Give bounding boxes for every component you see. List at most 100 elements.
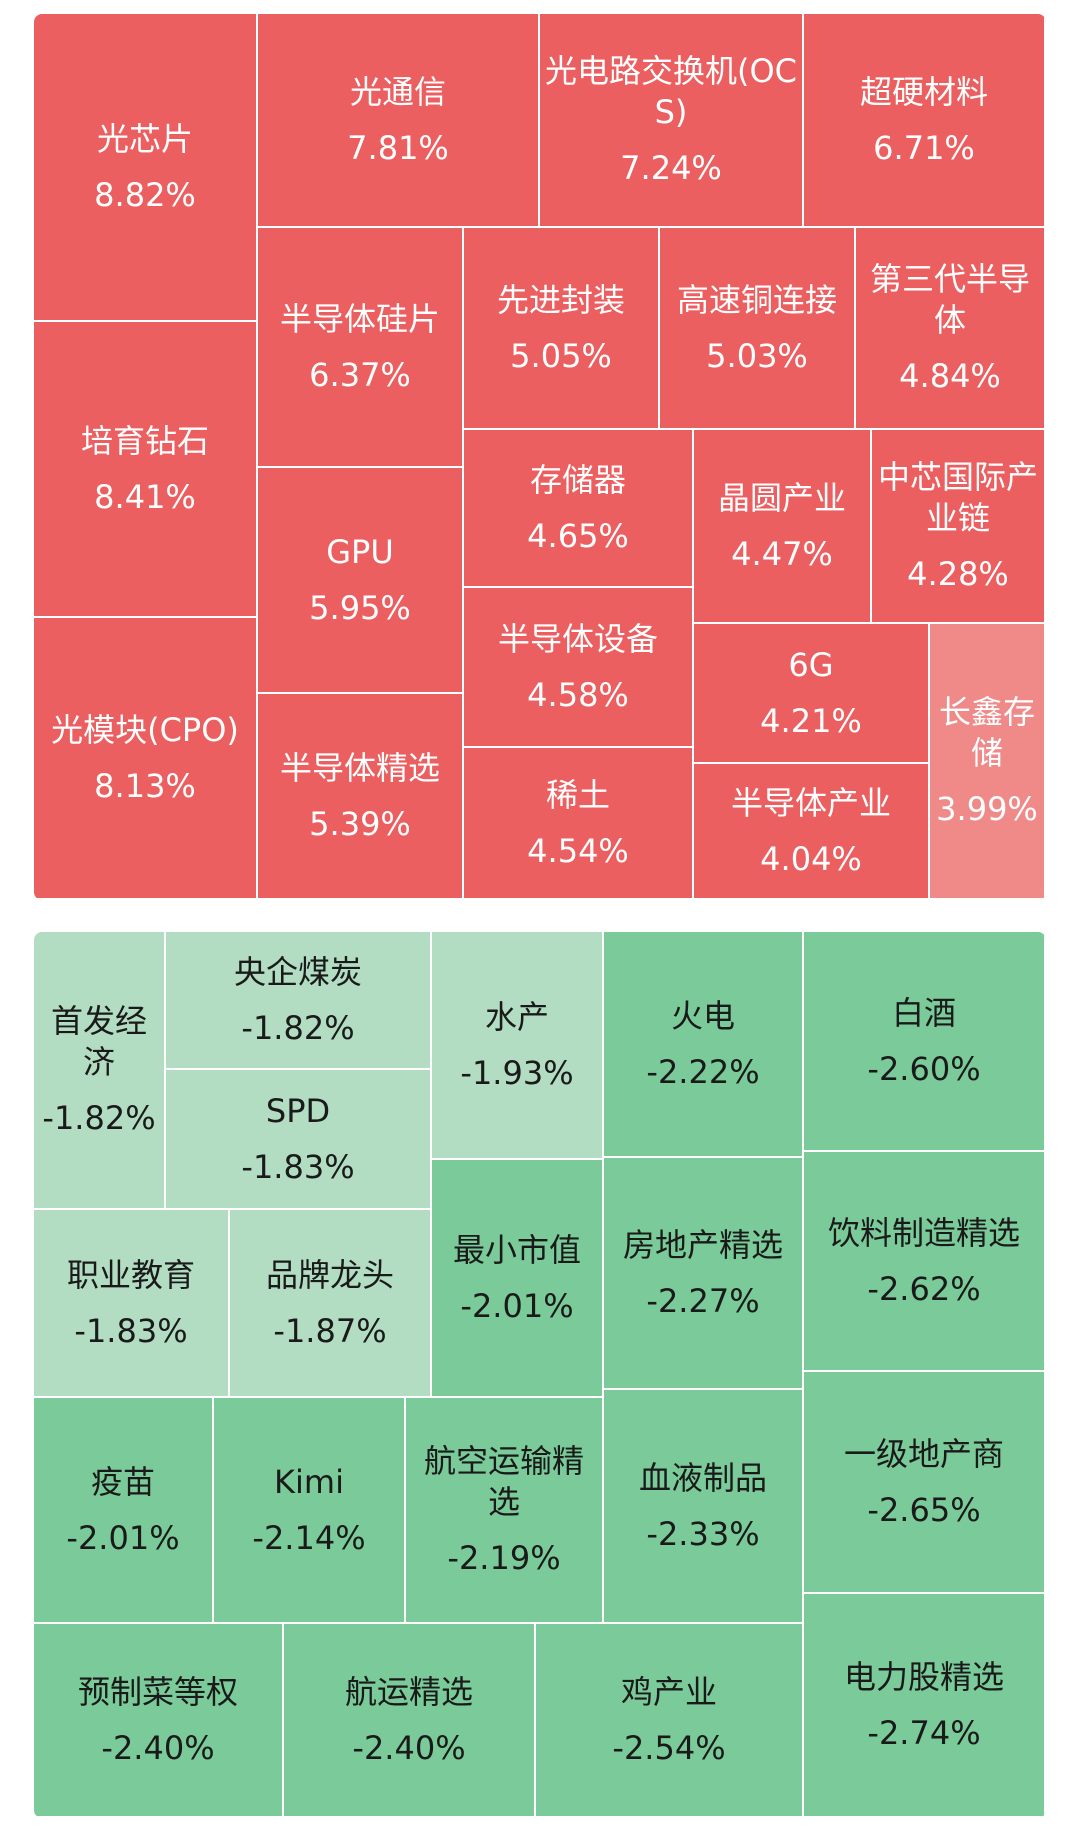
sector-tile[interactable]: Kimi -2.14% — [214, 1398, 406, 1624]
sector-change: 5.39% — [309, 804, 411, 843]
sector-name: Kimi — [274, 1462, 344, 1501]
sector-change: -1.93% — [460, 1053, 574, 1092]
sector-name: 房地产精选 — [622, 1225, 783, 1264]
sector-change: -2.60% — [867, 1049, 981, 1088]
sector-tile[interactable]: 鸡产业 -2.54% — [536, 1624, 804, 1818]
sector-change: -1.83% — [74, 1311, 188, 1350]
sector-tile[interactable]: 品牌龙头 -1.87% — [230, 1210, 432, 1398]
sector-name: 长鑫存储 — [938, 693, 1035, 772]
sector-tile[interactable]: 超硬材料 6.71% — [804, 14, 1046, 228]
sector-tile[interactable]: 最小市值 -2.01% — [432, 1160, 604, 1398]
sector-name: 血液制品 — [638, 1458, 767, 1497]
sector-name: 半导体设备 — [497, 619, 658, 658]
sector-name: 半导体精选 — [279, 748, 440, 787]
sector-tile[interactable]: SPD -1.83% — [166, 1070, 432, 1210]
sector-tile[interactable]: 半导体产业 4.04% — [694, 764, 930, 900]
sector-change: -2.62% — [867, 1269, 981, 1308]
sector-tile[interactable]: 饮料制造精选 -2.62% — [804, 1152, 1046, 1372]
sector-tile[interactable]: 光芯片 8.82% — [34, 14, 258, 322]
sector-tile[interactable]: 光电路交换机(OCS) 7.24% — [540, 14, 804, 228]
sector-tile[interactable]: 稀土 4.54% — [464, 748, 694, 900]
sector-change: 4.58% — [527, 675, 629, 714]
sector-tile[interactable]: 半导体设备 4.58% — [464, 588, 694, 748]
sector-tile[interactable]: 高速铜连接 5.03% — [660, 228, 856, 430]
sector-tile[interactable]: 半导体精选 5.39% — [258, 694, 464, 900]
sector-tile[interactable]: 光模块(CPO) 8.13% — [34, 618, 258, 900]
sector-tile[interactable]: 水产 -1.93% — [432, 932, 604, 1160]
sector-tile[interactable]: 晶圆产业 4.47% — [694, 430, 872, 624]
sector-change: 7.24% — [620, 149, 722, 187]
sector-tile[interactable]: 央企煤炭 -1.82% — [166, 932, 432, 1070]
sector-tile[interactable]: 中芯国际产业链 4.28% — [872, 430, 1046, 624]
sector-tile[interactable]: 血液制品 -2.33% — [604, 1390, 804, 1624]
sector-change: -1.82% — [241, 1008, 355, 1047]
sector-name: 半导体产业 — [730, 783, 891, 822]
sector-name: 首发经济 — [50, 1002, 147, 1081]
sector-tile[interactable]: 6G 4.21% — [694, 624, 930, 764]
sector-change: -2.01% — [460, 1286, 574, 1325]
sector-change: 4.28% — [907, 555, 1009, 593]
sector-name: 火电 — [670, 996, 735, 1035]
sector-name: 培育钻石 — [80, 421, 209, 460]
sector-change: -2.01% — [66, 1518, 180, 1557]
sector-change: -1.83% — [241, 1147, 355, 1186]
sector-change: -1.87% — [273, 1311, 387, 1350]
sector-tile[interactable]: 第三代半导体 4.84% — [856, 228, 1046, 430]
sector-change: 6.71% — [873, 128, 975, 167]
sector-name: 电力股精选 — [843, 1657, 1004, 1696]
sector-tile[interactable]: 职业教育 -1.83% — [34, 1210, 230, 1398]
sector-tile[interactable]: 一级地产商 -2.65% — [804, 1372, 1046, 1594]
sector-change: 5.03% — [706, 336, 808, 375]
sector-name: 央企煤炭 — [233, 952, 362, 991]
sector-name: 先进封装 — [496, 280, 625, 319]
sector-name: 光通信 — [349, 72, 446, 111]
sector-tile[interactable]: 存储器 4.65% — [464, 430, 694, 588]
sector-name: 中芯国际产业链 — [877, 458, 1038, 537]
sector-change: 4.04% — [760, 839, 862, 878]
sector-name: 存储器 — [529, 460, 626, 499]
sector-tile[interactable]: 白酒 -2.60% — [804, 932, 1046, 1152]
sector-name: 光芯片 — [96, 119, 193, 158]
sector-tile[interactable]: 航空运输精选 -2.19% — [406, 1398, 604, 1624]
sector-name: 预制菜等权 — [77, 1672, 238, 1711]
sector-change: 8.13% — [94, 766, 196, 805]
sector-name: 白酒 — [891, 993, 956, 1032]
sector-change: 6.37% — [309, 355, 411, 394]
sector-tile[interactable]: 半导体硅片 6.37% — [258, 228, 464, 468]
sector-change: -2.14% — [252, 1518, 366, 1557]
sector-name: 高速铜连接 — [676, 280, 837, 319]
sector-tile[interactable]: 电力股精选 -2.74% — [804, 1594, 1046, 1818]
sector-name: 一级地产商 — [843, 1434, 1004, 1473]
losers-treemap: 首发经济 -1.82% 央企煤炭 -1.82% SPD -1.83% 职业教育 -1.83% 品… — [34, 932, 1046, 1818]
sector-name: 6G — [788, 645, 834, 684]
sector-tile[interactable]: 先进封装 5.05% — [464, 228, 660, 430]
sector-name: 职业教育 — [66, 1255, 195, 1294]
sector-name: 超硬材料 — [859, 72, 988, 111]
sector-change: 5.95% — [309, 588, 411, 627]
sector-change: -1.82% — [42, 1099, 156, 1137]
sector-tile[interactable]: 首发经济 -1.82% — [34, 932, 166, 1210]
sector-tile[interactable]: 火电 -2.22% — [604, 932, 804, 1158]
sector-tile[interactable]: GPU 5.95% — [258, 468, 464, 694]
sector-change: 3.99% — [936, 790, 1038, 828]
sector-change: -2.65% — [867, 1490, 981, 1529]
sector-tile[interactable]: 光通信 7.81% — [258, 14, 540, 228]
sector-name: 第三代半导体 — [869, 260, 1030, 339]
sector-change: 4.21% — [760, 701, 862, 740]
sector-tile[interactable]: 房地产精选 -2.27% — [604, 1158, 804, 1390]
sector-tile[interactable]: 培育钻石 8.41% — [34, 322, 258, 618]
sector-change: -2.27% — [646, 1281, 760, 1320]
sector-tile[interactable]: 疫苗 -2.01% — [34, 1398, 214, 1624]
sector-name: 航运精选 — [344, 1672, 473, 1711]
sector-tile[interactable]: 航运精选 -2.40% — [284, 1624, 536, 1818]
sector-change: -2.54% — [612, 1728, 726, 1767]
sector-change: -2.19% — [447, 1539, 561, 1577]
sector-change: 4.65% — [527, 516, 629, 555]
sector-tile[interactable]: 预制菜等权 -2.40% — [34, 1624, 284, 1818]
sector-change: -2.40% — [101, 1728, 215, 1767]
sector-name: 品牌龙头 — [265, 1255, 394, 1294]
sector-change: 4.47% — [731, 534, 833, 573]
sector-tile[interactable]: 长鑫存储 3.99% — [930, 624, 1046, 900]
sector-name: 最小市值 — [452, 1230, 581, 1269]
sector-change: 5.05% — [510, 336, 612, 375]
